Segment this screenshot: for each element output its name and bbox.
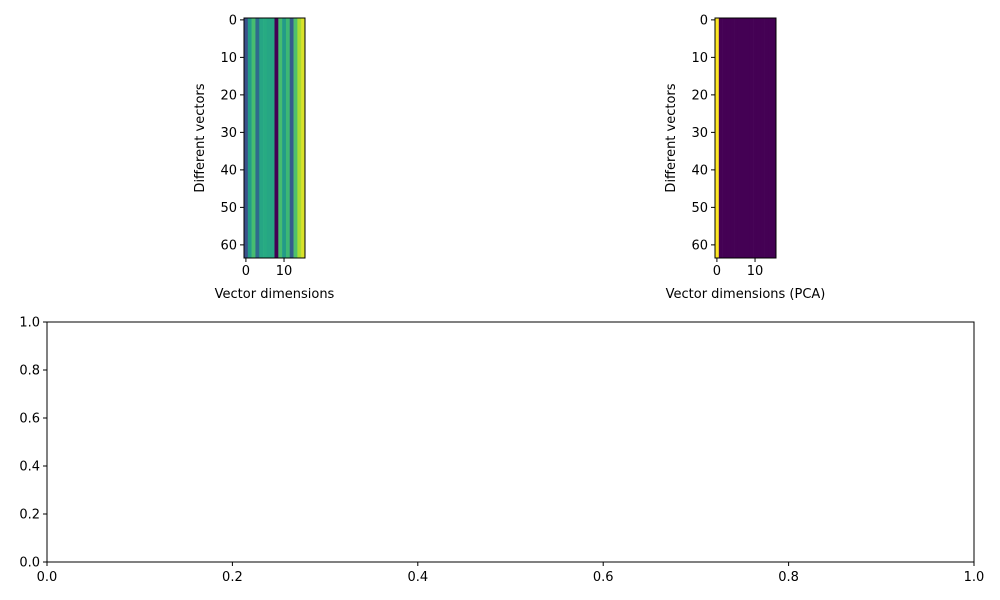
heatmap-column [301,18,306,258]
x-tick-label: 0.6 [593,570,614,585]
y-tick-label: 60 [691,238,708,253]
heatmap-column [768,18,773,258]
heatmap-column [734,18,739,258]
heatmap-column [285,18,291,258]
x-tick-label: 0.2 [222,570,243,585]
y-tick-label: 0 [700,13,708,28]
heatmap-column [749,18,754,258]
y-tick-label: 10 [220,51,237,66]
y-tick-label: 60 [220,238,237,253]
heatmap-pca: 0 10 0 10 20 30 40 50 60 Vector dimensions (PCA… [664,13,825,302]
heatmap-column [270,18,275,258]
y-tick-label: 0 [229,13,237,28]
x-tick-label: 1.0 [964,570,985,585]
y-tick-label: 30 [691,126,708,141]
heatmap-column [289,18,294,258]
heatmap-vectors: 0 10 0 10 20 30 40 50 60 Vector dimensions Diff… [193,13,335,302]
heatmap-column [772,18,777,258]
y-tick-label: 50 [220,201,237,216]
y-tick-label: 10 [691,51,708,66]
heatmap-column [263,18,268,258]
heatmap-column [282,18,287,258]
heatmap-column [718,18,723,258]
y-tick-label: 40 [691,163,708,178]
heatmap-column [764,18,769,258]
x-tick-label: 0 [242,264,250,279]
heatmap-column [730,18,735,258]
heatmap-column [722,18,727,258]
heatmap-column [297,18,302,258]
x-tick-label: 10 [747,264,764,279]
heatmap-column [741,18,746,258]
heatmap-vectors-y-ticks: 0 10 20 30 40 50 60 [220,13,244,253]
heatmap-pca-y-ticks: 0 10 20 30 40 50 60 [691,13,715,253]
heatmap-pca-cells [715,18,777,258]
heatmap-vectors-ylabel: Different vectors [193,83,208,192]
y-tick-label: 0.4 [19,460,40,475]
heatmap-vectors-xlabel: Vector dimensions [215,287,335,302]
heatmap-pca-x-ticks: 0 10 [713,258,764,279]
empty-plot: 0.0 0.2 0.4 0.6 0.8 1.0 0.0 0.2 0.4 0.6 0.8 1.0 [19,316,984,586]
empty-plot-y-ticks: 0.0 0.2 0.4 0.6 0.8 1.0 [19,316,47,571]
y-tick-label: 0.0 [19,556,40,571]
y-tick-label: 0.2 [19,508,40,523]
heatmap-column [753,18,758,258]
heatmap-vectors-frame [243,17,306,259]
x-tick-label: 0.4 [407,570,428,585]
x-tick-label: 0.8 [778,570,799,585]
y-tick-label: 1.0 [19,316,40,331]
y-tick-label: 0.8 [19,364,40,379]
y-tick-label: 30 [220,126,237,141]
heatmap-column [247,18,252,258]
x-tick-label: 0.0 [37,570,58,585]
y-tick-label: 40 [220,163,237,178]
heatmap-pca-xlabel: Vector dimensions (PCA) [666,287,826,302]
heatmap-column [760,18,765,258]
y-tick-label: 20 [691,88,708,103]
heatmap-pca-ylabel: Different vectors [664,83,679,192]
heatmap-column [259,18,264,258]
heatmap-column [293,18,298,258]
empty-plot-frame [46,321,975,563]
heatmap-column [251,18,256,258]
x-tick-label: 10 [276,264,293,279]
heatmap-column [244,18,249,258]
heatmap-column [274,18,279,258]
y-tick-label: 0.6 [19,412,40,427]
heatmap-column [266,18,271,258]
heatmap-column [745,18,750,258]
heatmap-column [278,18,283,258]
y-tick-label: 20 [220,88,237,103]
heatmap-column [715,18,720,258]
heatmap-column [726,18,731,258]
heatmap-vectors-cells [244,18,306,258]
x-tick-label: 0 [713,264,721,279]
heatmap-pca-frame [714,17,777,259]
heatmap-column [737,18,742,258]
heatmap-column [756,18,762,258]
y-tick-label: 50 [691,201,708,216]
heatmap-vectors-x-ticks: 0 10 [242,258,293,279]
heatmap-column [255,18,260,258]
empty-plot-x-ticks: 0.0 0.2 0.4 0.6 0.8 1.0 [37,562,985,585]
